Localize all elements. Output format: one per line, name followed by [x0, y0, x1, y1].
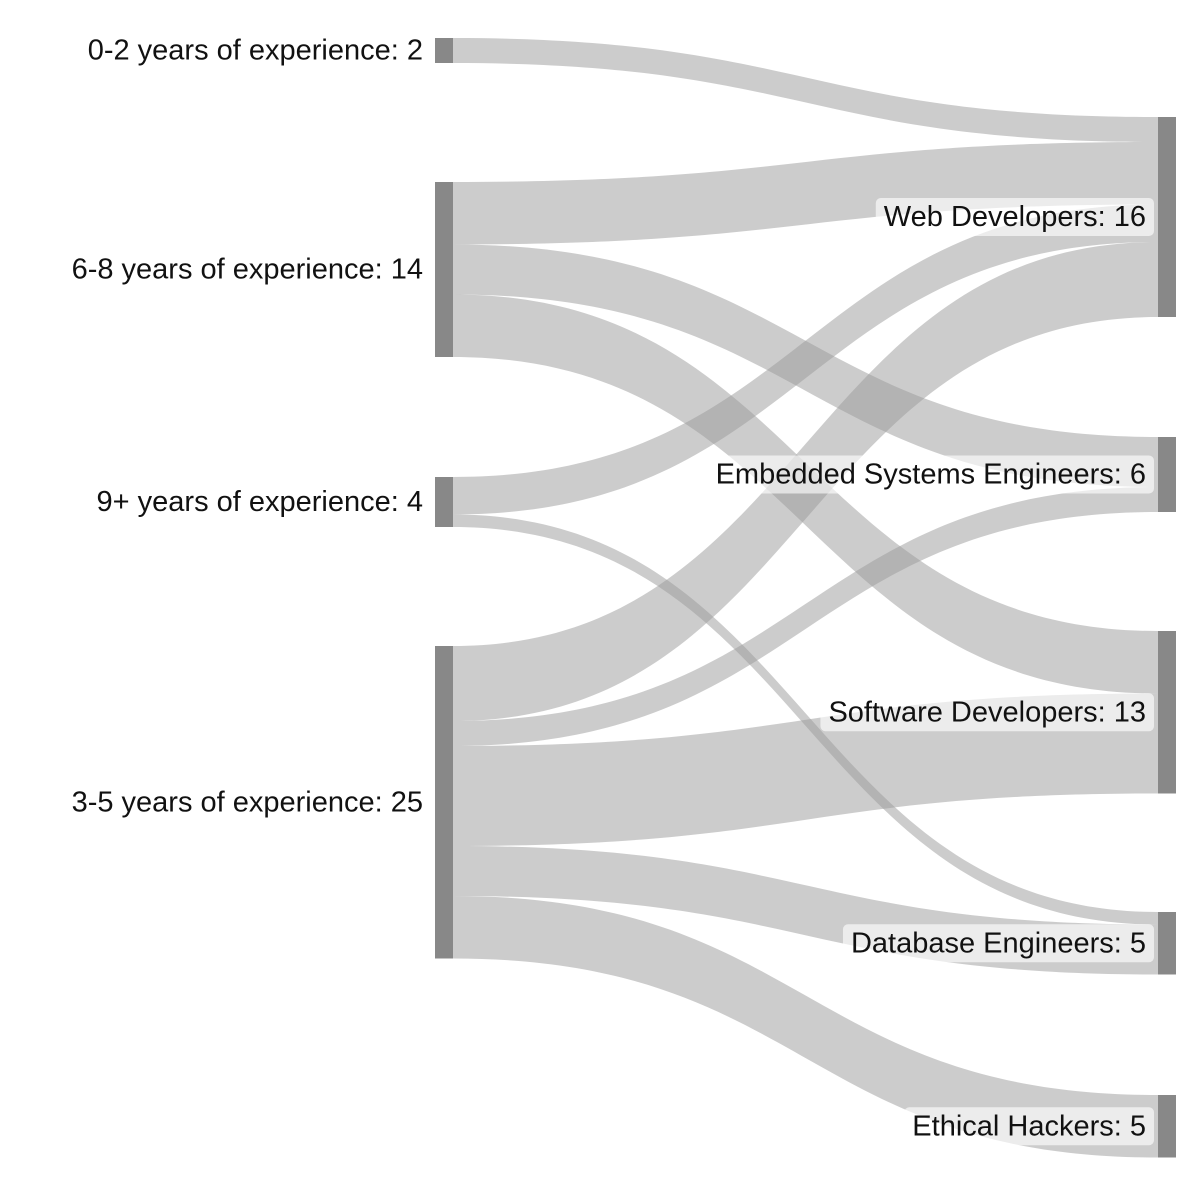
- sankey-node-web[interactable]: [1158, 117, 1176, 317]
- sankey-label-e35: 3-5 years of experience: 25: [72, 786, 423, 818]
- sankey-label-bg-sw: [820, 693, 1154, 732]
- sankey-label-bg-eh: [904, 1107, 1154, 1146]
- sankey-link-e35-eh: [453, 896, 1158, 1158]
- sankey-node-e02[interactable]: [435, 38, 453, 63]
- sankey-link-e02-web: [453, 38, 1158, 142]
- sankey-label-e9p: 9+ years of experience: 4: [97, 486, 423, 518]
- sankey-node-sw[interactable]: [1158, 631, 1176, 794]
- sankey-nodes: [435, 38, 1176, 1158]
- sankey-label-e68: 6-8 years of experience: 14: [72, 254, 423, 286]
- sankey-link-e68-web: [453, 142, 1158, 245]
- sankey-node-db[interactable]: [1158, 912, 1176, 975]
- sankey-labels: 0-2 years of experience: 2 6-8 years of e…: [72, 35, 1154, 1146]
- sankey-link-e9p-db: [453, 514, 1158, 925]
- sankey-link-e35-sw: [453, 693, 1158, 846]
- sankey-label-sw: Software Developers: 13: [828, 696, 1146, 728]
- sankey-label-e02: 0-2 years of experience: 2: [88, 35, 423, 67]
- sankey-label-web: Web Developers: 16: [884, 201, 1146, 233]
- sankey-label-bg-emb: [707, 455, 1154, 494]
- sankey-link-e9p-web: [453, 204, 1158, 515]
- sankey-node-e68[interactable]: [435, 182, 453, 357]
- sankey-node-e35[interactable]: [435, 646, 453, 959]
- sankey-label-db: Database Engineers: 5: [851, 927, 1146, 959]
- sankey-label-bg-web: [875, 198, 1154, 236]
- sankey-link-e35-emb: [453, 487, 1158, 746]
- sankey-node-e9p[interactable]: [435, 477, 453, 527]
- sankey-label-eh: Ethical Hackers: 5: [912, 1110, 1146, 1142]
- sankey-label-bg-db: [842, 924, 1154, 963]
- sankey-node-emb[interactable]: [1158, 437, 1176, 512]
- sankey-node-eh[interactable]: [1158, 1095, 1176, 1158]
- sankey-label-emb: Embedded Systems Engineers: 6: [716, 459, 1146, 491]
